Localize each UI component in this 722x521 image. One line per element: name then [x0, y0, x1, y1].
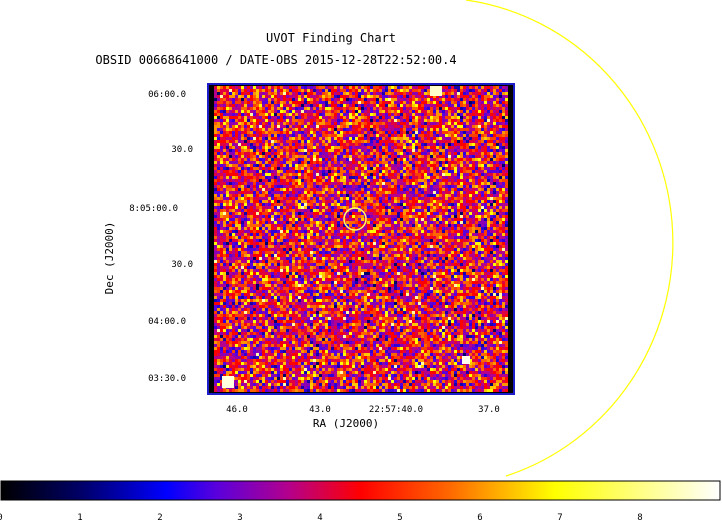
chart-subtitle: OBSID 00668641000 / DATE-OBS 2015-12-28T…: [95, 53, 456, 67]
colorbar-tick-label: 8: [637, 513, 642, 521]
pixel-field: [214, 86, 508, 392]
y-tick-label: 03:30.0: [148, 374, 186, 384]
colorbar: 0 1 2 3 4 5 6 7 8: [0, 480, 721, 521]
x-axis-label: RA (J2000): [313, 417, 379, 430]
y-axis-label: Dec (J2000): [103, 222, 116, 295]
x-tick-label: 43.0: [309, 405, 331, 415]
chart-title: UVOT Finding Chart: [266, 31, 396, 45]
y-tick-label: 06:00.0: [148, 90, 186, 100]
colorbar-gradient: [0, 480, 721, 501]
colorbar-ticks: 0 1 2 3 4 5 6 7 8: [0, 513, 643, 521]
colorbar-tick-label: 6: [477, 513, 482, 521]
colorbar-tick-label: 1: [77, 513, 82, 521]
title-group: UVOT Finding Chart OBSID 00668641000 / D…: [95, 31, 456, 67]
colorbar-tick-label: 3: [237, 513, 242, 521]
colorbar-tick-label: 0: [0, 513, 3, 521]
colorbar-tick-label: 7: [557, 513, 562, 521]
field-of-view-circle: [465, 0, 674, 477]
colorbar-tick-label: 2: [157, 513, 162, 521]
x-tick-label: 46.0: [226, 405, 248, 415]
x-tick-label: 37.0: [478, 405, 500, 415]
y-tick-label: 30.0: [171, 260, 193, 270]
source-marker: [343, 207, 367, 231]
y-tick-label: 8:05:00.0: [129, 204, 178, 214]
colorbar-tick-label: 5: [397, 513, 402, 521]
y-axis: 06:00.0 30.0 8:05:00.0 30.0 04:00.0 03:3…: [129, 90, 193, 384]
colorbar-tick-label: 4: [317, 513, 322, 521]
x-axis: 46.0 43.0 22:57:40.0 37.0: [226, 405, 500, 415]
y-tick-label: 30.0: [171, 145, 193, 155]
image-panel: [207, 83, 515, 395]
x-tick-label: 22:57:40.0: [369, 405, 423, 415]
image-frame: [207, 83, 515, 395]
y-tick-label: 04:00.0: [148, 317, 186, 327]
